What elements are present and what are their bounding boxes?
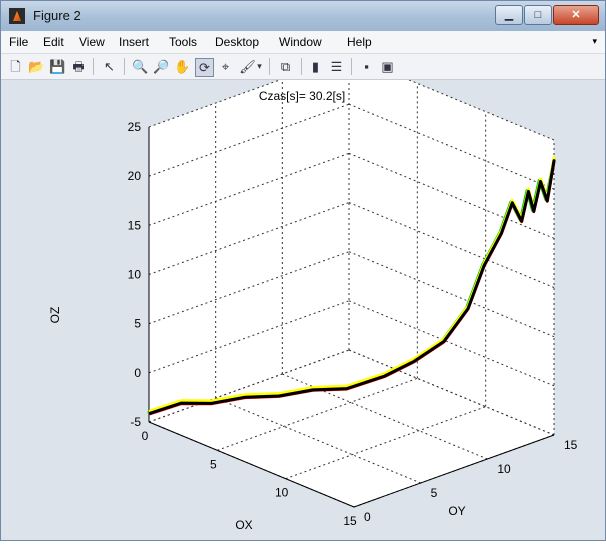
grid-line bbox=[348, 300, 555, 387]
data-cursor-icon[interactable]: ⌖ bbox=[221, 59, 230, 74]
maximize-button[interactable]: □ bbox=[524, 5, 552, 25]
edit-plot-icon[interactable]: ↖ bbox=[104, 59, 115, 74]
toolbar-separator bbox=[93, 58, 94, 75]
axes-box bbox=[148, 127, 555, 508]
y-tick-label: 10 bbox=[497, 462, 511, 476]
grid-line bbox=[148, 152, 350, 226]
grid-line bbox=[148, 202, 350, 275]
floor-plane bbox=[149, 350, 554, 507]
title-bar[interactable]: Figure 2 ▁ □ ✕ bbox=[1, 1, 605, 31]
new-figure-icon[interactable]: 🗋 bbox=[10, 59, 21, 74]
menu-file[interactable]: File bbox=[9, 35, 29, 49]
y-tick-label: 15 bbox=[564, 438, 578, 452]
grid-line bbox=[348, 152, 555, 239]
grid-line bbox=[285, 406, 486, 480]
menu-view[interactable]: View bbox=[79, 35, 105, 49]
figure-toolbar: 🗋 📂 💾 🖶 ↖ 🔍 🔎 ✋ ⟳ ⌖ 🖌 ▾ ⧉ ▮ ☰ ▪ ▣ bbox=[1, 54, 605, 80]
grid-line bbox=[215, 397, 421, 484]
toolbar-separator bbox=[301, 58, 302, 75]
menu-tools[interactable]: Tools bbox=[169, 35, 198, 49]
zoom-out-icon[interactable]: 🔎 bbox=[153, 59, 170, 74]
grid-line bbox=[348, 103, 555, 190]
open-file-icon[interactable]: 📂 bbox=[28, 59, 45, 74]
menu-overflow-arrow-icon[interactable]: ▾ bbox=[592, 36, 597, 46]
menu-window[interactable]: Window bbox=[279, 35, 322, 49]
zoom-in-icon[interactable]: 🔍 bbox=[132, 59, 149, 74]
x-axis-label: OX bbox=[235, 518, 252, 532]
x-tick-label: 10 bbox=[275, 486, 289, 500]
grid-line bbox=[348, 202, 555, 288]
grid-line bbox=[217, 377, 418, 451]
toolbar-separator bbox=[351, 58, 352, 75]
grid-line bbox=[148, 103, 350, 177]
print-figure-icon[interactable]: 🖶 bbox=[72, 59, 85, 74]
trajectory-lines bbox=[147, 156, 556, 416]
trajectory-line bbox=[148, 159, 556, 415]
toolbar-separator bbox=[124, 58, 125, 75]
z-tick-label: 5 bbox=[134, 317, 141, 331]
figure-canvas[interactable]: 0 5 10 15 0 5 10 15 -5 0 5 10 15 20 25 Czas[s]= 30.2[s… bbox=[1, 54, 605, 540]
hide-plot-tools-icon[interactable]: ▪ bbox=[364, 59, 369, 74]
menu-edit[interactable]: Edit bbox=[43, 35, 64, 49]
grid-line bbox=[348, 251, 555, 338]
show-plot-tools-icon[interactable]: ▣ bbox=[381, 59, 394, 74]
z-tick-label: 15 bbox=[128, 218, 142, 232]
plot-title: Czas[s]= 30.2[s] bbox=[259, 89, 345, 103]
menu-help[interactable]: Help bbox=[347, 35, 372, 49]
z-axis-label: OZ bbox=[48, 307, 62, 324]
matlab-logo-icon bbox=[9, 8, 25, 24]
x-axis-line bbox=[148, 421, 355, 508]
menu-insert[interactable]: Insert bbox=[119, 35, 150, 49]
x-tick-label: 5 bbox=[210, 457, 217, 471]
grid-line bbox=[148, 251, 350, 325]
x-tick-label: 0 bbox=[142, 429, 149, 443]
close-button[interactable]: ✕ bbox=[553, 5, 599, 25]
z-tick-label: -5 bbox=[130, 415, 141, 429]
window-controls: ▁ □ ✕ bbox=[494, 5, 599, 25]
brush-dropdown-icon[interactable]: ▾ bbox=[257, 61, 262, 71]
pan-icon[interactable]: ✋ bbox=[174, 59, 191, 74]
brush-icon[interactable]: 🖌 bbox=[239, 59, 256, 74]
z-tick-label: 10 bbox=[128, 268, 142, 282]
menu-desktop[interactable]: Desktop bbox=[215, 35, 260, 49]
minimize-button[interactable]: ▁ bbox=[495, 5, 523, 25]
grid-line bbox=[148, 54, 350, 128]
insert-legend-icon[interactable]: ☰ bbox=[330, 59, 343, 74]
rotate-3d-icon[interactable]: ⟳ bbox=[195, 58, 214, 77]
grid-lines bbox=[148, 54, 555, 508]
grid-line bbox=[348, 349, 555, 436]
toolbar-separator bbox=[269, 58, 270, 75]
insert-colorbar-icon[interactable]: ▮ bbox=[311, 59, 320, 74]
y-tick-label: 0 bbox=[364, 510, 371, 524]
y-tick-label: 5 bbox=[431, 486, 438, 500]
z-tick-label: 25 bbox=[128, 120, 142, 134]
z-tick-label: 0 bbox=[134, 366, 141, 380]
z-tick-label: 20 bbox=[128, 169, 142, 183]
y-axis-label: OY bbox=[448, 504, 465, 518]
save-figure-icon[interactable]: 💾 bbox=[49, 59, 66, 74]
x-tick-label: 15 bbox=[343, 514, 357, 528]
grid-line bbox=[148, 300, 350, 374]
y-axis-line bbox=[353, 434, 555, 508]
window-title: Figure 2 bbox=[33, 8, 81, 23]
link-plot-icon[interactable]: ⧉ bbox=[280, 59, 291, 74]
menu-bar: File Edit View Insert Tools Desktop Wind… bbox=[1, 31, 605, 54]
grid-line bbox=[148, 349, 350, 423]
